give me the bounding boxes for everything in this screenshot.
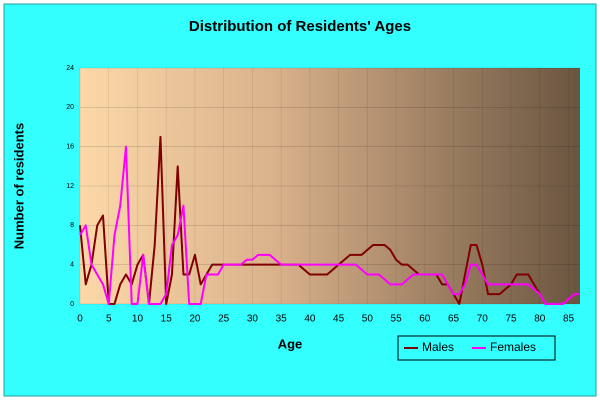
x-tick-label: 35 bbox=[276, 314, 288, 325]
x-tick-label: 15 bbox=[161, 314, 173, 325]
x-tick-label: 45 bbox=[333, 314, 345, 325]
chart-title: Distribution of Residents' Ages bbox=[189, 18, 411, 35]
x-tick-label: 10 bbox=[132, 314, 144, 325]
x-tick-label: 40 bbox=[304, 314, 316, 325]
y-tick-label: 20 bbox=[66, 104, 74, 111]
legend-label: Females bbox=[490, 340, 536, 354]
x-tick-label: 75 bbox=[505, 314, 517, 325]
y-tick-label: 4 bbox=[70, 262, 74, 269]
x-tick-label: 20 bbox=[189, 314, 201, 325]
x-tick-label: 55 bbox=[391, 314, 403, 325]
x-tick-label: 80 bbox=[534, 314, 546, 325]
legend-label: Males bbox=[422, 340, 454, 354]
series-line bbox=[79, 145, 580, 305]
x-tick-label: 0 bbox=[77, 314, 83, 325]
y-tick-label: 16 bbox=[66, 144, 74, 151]
x-tick-label: 65 bbox=[448, 314, 460, 325]
y-axis-label: Number of residents bbox=[11, 123, 26, 249]
series-line bbox=[79, 135, 580, 305]
y-tick-label: 24 bbox=[66, 65, 74, 72]
x-tick-label: 50 bbox=[362, 314, 374, 325]
x-tick-label: 25 bbox=[218, 314, 230, 325]
x-tick-label: 70 bbox=[477, 314, 489, 325]
x-tick-label: 30 bbox=[247, 314, 259, 325]
x-tick-label: 85 bbox=[563, 314, 575, 325]
y-tick-label: 8 bbox=[70, 222, 74, 229]
x-tick-label: 5 bbox=[106, 314, 112, 325]
x-tick-label: 60 bbox=[419, 314, 431, 325]
x-axis-label: Age bbox=[278, 336, 303, 351]
y-tick-label: 0 bbox=[70, 301, 74, 308]
y-tick-label: 12 bbox=[66, 183, 74, 190]
